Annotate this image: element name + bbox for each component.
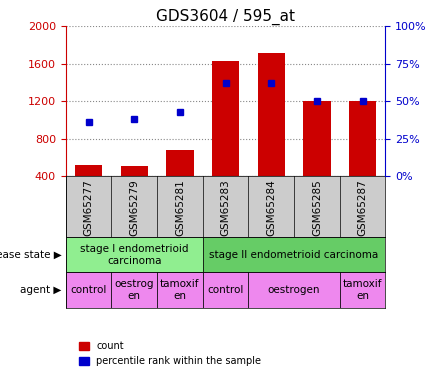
Bar (111, 272, 157, 308)
Text: disease state ▶: disease state ▶ (0, 250, 61, 260)
Text: tamoxif
en: tamoxif en (160, 279, 200, 301)
Text: tamoxif
en: tamoxif en (343, 279, 382, 301)
Text: control: control (207, 285, 244, 295)
Text: control: control (71, 285, 107, 295)
Bar (66, 272, 111, 308)
Bar (157, 272, 203, 308)
Bar (203, 272, 248, 308)
Text: agent ▶: agent ▶ (20, 285, 61, 295)
Text: GSM65277: GSM65277 (84, 179, 94, 236)
Text: stage II endometrioid carcinoma: stage II endometrioid carcinoma (209, 250, 379, 260)
Text: GSM65283: GSM65283 (221, 179, 230, 236)
Text: GSM65284: GSM65284 (266, 179, 276, 236)
Text: GSM65281: GSM65281 (175, 179, 185, 236)
Bar (248, 272, 340, 308)
Text: oestrog
en: oestrog en (114, 279, 154, 301)
Bar (166, 150, 194, 176)
Title: GDS3604 / 595_at: GDS3604 / 595_at (156, 9, 295, 25)
Text: stage I endometrioid
carcinoma: stage I endometrioid carcinoma (80, 244, 188, 266)
Bar (66, 237, 203, 272)
Text: oestrogen: oestrogen (268, 285, 320, 295)
Bar (340, 272, 385, 308)
Bar (75, 165, 102, 176)
Bar (258, 53, 285, 176)
Bar (303, 101, 331, 176)
Text: GSM65285: GSM65285 (312, 179, 322, 236)
Text: GSM65279: GSM65279 (129, 179, 139, 236)
Bar (203, 237, 385, 272)
Bar (349, 101, 376, 176)
Text: GSM65287: GSM65287 (357, 179, 367, 236)
Bar (212, 61, 239, 176)
Bar (120, 166, 148, 176)
Legend: count, percentile rank within the sample: count, percentile rank within the sample (75, 338, 265, 370)
